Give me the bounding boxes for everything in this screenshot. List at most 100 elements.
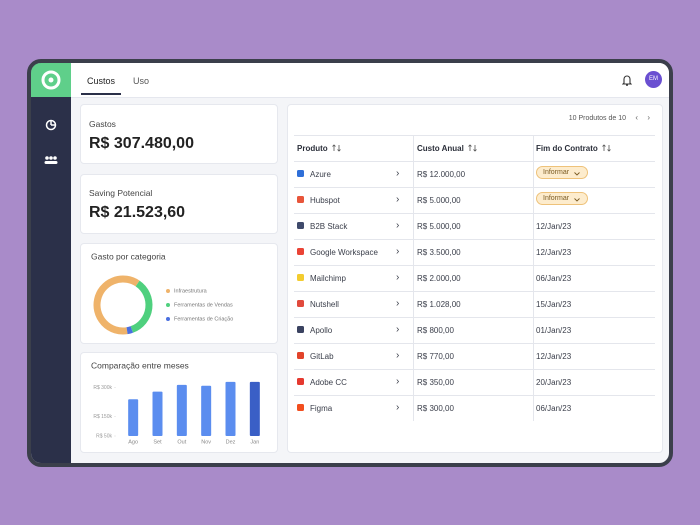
column-header[interactable]: Produto — [297, 144, 328, 153]
y-tick-label: R$ 300k — [93, 385, 112, 391]
dropdown-icon — [574, 172, 580, 176]
row-divider — [294, 213, 655, 214]
stat-label: Gastos — [89, 119, 116, 129]
products-table: 10 Produtos de 10 ‹ › Produto Custo Anual Fim… — [287, 104, 663, 453]
column-divider — [533, 135, 534, 421]
row-divider — [294, 343, 655, 344]
product-name: Mailchimp — [310, 274, 347, 283]
sort-icon[interactable] — [332, 144, 341, 152]
row-expand[interactable]: › — [396, 220, 400, 231]
product-icon — [297, 274, 304, 281]
bell-icon[interactable] — [622, 74, 632, 86]
row-divider — [294, 187, 655, 188]
bar-chart: Comparação entre meses R$ 50k R$ 150k R$ 30… — [91, 360, 260, 445]
product-icon — [297, 196, 304, 203]
contract-end: 01/Jan/23 — [536, 326, 572, 335]
row-divider — [294, 317, 655, 318]
annual-cost: R$ 350,00 — [417, 378, 454, 387]
product-name: B2B Stack — [310, 222, 348, 231]
product-icon — [297, 222, 304, 229]
stat-value: R$ 307.480,00 — [89, 135, 194, 152]
logo[interactable] — [31, 63, 71, 97]
row-divider — [294, 369, 655, 370]
product-name: Adobe CC — [310, 378, 347, 387]
product-name: GitLab — [310, 352, 334, 361]
sort-icon[interactable] — [468, 144, 477, 152]
annual-cost: R$ 1.028,00 — [417, 300, 461, 309]
chart-title: Comparação entre meses — [91, 360, 189, 370]
legend-dot — [166, 303, 170, 307]
row-expand[interactable]: › — [396, 194, 400, 205]
annual-cost: R$ 770,00 — [417, 352, 454, 361]
product-name: Hubspot — [310, 196, 340, 205]
bar — [249, 381, 260, 436]
row-expand[interactable]: › — [396, 324, 400, 335]
x-tick-label: Jan — [250, 439, 259, 445]
annual-cost: R$ 300,00 — [417, 404, 454, 413]
contract-end: 06/Jan/23 — [536, 404, 572, 413]
contract-end: 06/Jan/23 — [536, 274, 572, 283]
pagination-label: 10 Produtos de 10 — [568, 115, 626, 122]
donut-chart: Gasto por categoria Infraestrutura Ferrame… — [91, 251, 233, 335]
x-tick-label: Ago — [128, 439, 138, 445]
row-expand[interactable]: › — [396, 272, 400, 283]
inform-button[interactable]: Informar — [536, 166, 589, 179]
avatar[interactable]: EM — [645, 71, 662, 88]
row-expand[interactable]: › — [396, 246, 400, 257]
product-icon — [297, 300, 304, 307]
inform-button[interactable]: Informar — [536, 192, 589, 205]
product-name: Apollo — [310, 326, 333, 335]
dashboard-icon[interactable] — [45, 119, 57, 131]
donut-card: Gasto por categoria Infraestrutura Ferrame… — [80, 243, 278, 344]
row-divider — [294, 395, 655, 396]
contract-end: 20/Jan/23 — [536, 378, 572, 387]
stat-card: Gastos R$ 307.480,00 — [80, 104, 278, 164]
column-header[interactable]: Custo Anual — [417, 144, 464, 153]
product-name: Google Workspace — [310, 248, 378, 257]
donut-segment — [130, 280, 153, 333]
stat-card: Saving Potencial R$ 21.523,60 — [80, 174, 278, 234]
top-bar: Custos Uso EM — [71, 63, 669, 98]
row-expand[interactable]: › — [396, 168, 400, 179]
row-divider — [294, 239, 655, 240]
row-expand[interactable]: › — [396, 350, 400, 361]
legend-label: Ferramentas de Vendas — [174, 302, 233, 308]
tab-underline — [81, 93, 121, 95]
x-tick-label: Dez — [226, 439, 236, 445]
sort-icon[interactable] — [602, 144, 611, 152]
x-tick-label: Nov — [201, 439, 211, 445]
bar — [225, 381, 236, 436]
annual-cost: R$ 12.000,00 — [417, 170, 466, 179]
annual-cost: R$ 5.000,00 — [417, 222, 461, 231]
prev-page[interactable]: ‹ — [635, 113, 638, 122]
x-tick-label: Out — [177, 439, 186, 445]
legend-label: Ferramentas de Criação — [174, 316, 233, 322]
bar — [176, 384, 187, 436]
row-divider — [294, 291, 655, 292]
stat-value: R$ 21.523,60 — [89, 204, 186, 221]
contract-end: 15/Jan/23 — [536, 300, 572, 309]
product-name: Figma — [310, 404, 333, 413]
column-header[interactable]: Fim do Contrato — [536, 144, 598, 153]
row-expand[interactable]: › — [396, 298, 400, 309]
tab[interactable]: Custos — [87, 76, 116, 86]
tab[interactable]: Uso — [133, 76, 150, 86]
row-expand[interactable]: › — [396, 402, 400, 413]
y-tick-label: R$ 150k — [93, 414, 112, 420]
stat-label: Saving Potencial — [89, 188, 153, 198]
dropdown-icon — [574, 198, 580, 202]
users-icon[interactable] — [44, 155, 58, 165]
annual-cost: R$ 5.000,00 — [417, 196, 461, 205]
table-border — [294, 135, 655, 422]
product-icon — [297, 248, 304, 255]
row-expand[interactable]: › — [396, 376, 400, 387]
annual-cost: R$ 3.500,00 — [417, 248, 461, 257]
donut-segment — [126, 326, 133, 335]
app-window: Custos Uso EM Gastos R$ 307.480,00 Savin… — [27, 59, 673, 467]
product-icon — [297, 352, 304, 359]
legend-dot — [166, 317, 170, 321]
next-page[interactable]: › — [647, 113, 650, 122]
bar — [128, 399, 139, 436]
product-icon — [297, 378, 304, 385]
